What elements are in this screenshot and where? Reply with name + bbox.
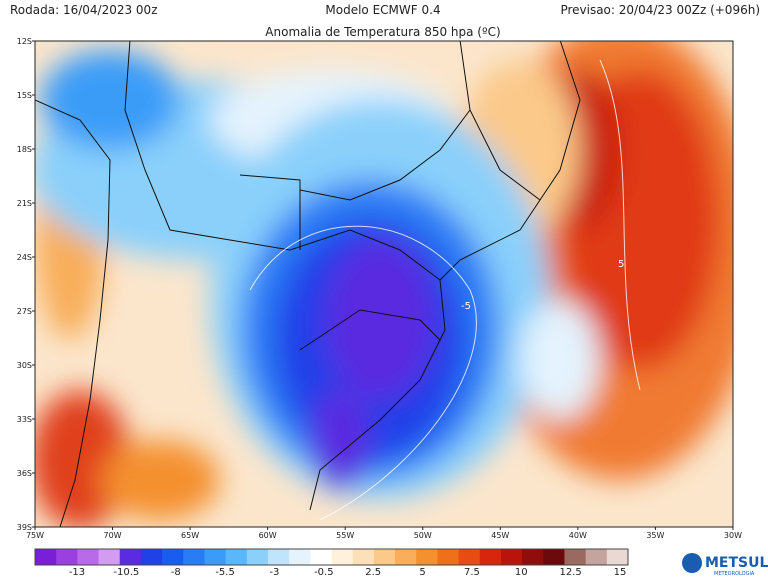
colorbar-swatch	[522, 549, 544, 565]
colorbar-swatch	[119, 549, 142, 565]
colorbar-tick-label: 15	[614, 567, 627, 577]
lat-label: 15S	[17, 91, 32, 100]
colorbar-swatch	[246, 549, 269, 565]
lat-label: 12S	[17, 37, 32, 46]
model-label: Modelo ECMWF 0.4	[325, 3, 440, 17]
colorbar-swatch	[183, 549, 205, 565]
logo-sub: METEOROLOGIA	[714, 571, 755, 577]
contour-label: 5	[618, 259, 624, 270]
lon-label: 40W	[569, 531, 587, 540]
colorbar-swatch	[140, 549, 163, 565]
lat-label: 21S	[17, 199, 32, 208]
lon-label: 30W	[724, 531, 742, 540]
colorbar-swatch	[500, 549, 523, 565]
colorbar-swatch	[458, 549, 481, 565]
colorbar-swatch	[416, 549, 438, 565]
colorbar-swatch	[204, 549, 227, 565]
colorbar-tick-label: -10.5	[113, 567, 139, 577]
colorbar-swatch	[225, 549, 248, 565]
contour-label: -5	[461, 301, 471, 312]
colorbar-tick-label: -5.5	[215, 567, 235, 577]
logo-name: METSUL	[705, 555, 768, 571]
colorbar-tick-label: -8	[171, 567, 181, 577]
colorbar-tick-label: -13	[69, 567, 85, 577]
lon-label: 50W	[414, 531, 432, 540]
colorbar-swatch	[56, 549, 78, 565]
colorbar-swatch	[267, 549, 290, 565]
lon-label: 60W	[259, 531, 277, 540]
borders	[35, 41, 581, 527]
colorbar-swatch	[77, 549, 100, 565]
lat-label: 24S	[17, 253, 32, 262]
colorbar-swatch	[585, 549, 608, 565]
logo: METSUL METEOROLOGIA	[682, 553, 768, 577]
colorbar-swatch	[331, 549, 354, 565]
lon-label: 65W	[181, 531, 199, 540]
map-title: Anomalia de Temperatura 850 hpa (ºC)	[265, 25, 500, 39]
colorbar-swatch	[395, 549, 417, 565]
colorbar-frame	[34, 548, 629, 566]
lat-label: 30S	[17, 361, 32, 370]
colorbar-tick-label: 12.5	[560, 567, 582, 577]
lon-label: 75W	[26, 531, 44, 540]
colorbar-swatch	[606, 549, 629, 565]
lat-label: 18S	[17, 145, 32, 154]
colorbar-swatch	[98, 549, 121, 565]
colorbar-swatch	[437, 549, 460, 565]
map-field	[35, 41, 733, 527]
colorbar-swatch	[479, 549, 502, 565]
lat-label: 39S	[17, 523, 32, 532]
map-frame	[34, 40, 734, 528]
colorbar-tick-label: 2.5	[365, 567, 381, 577]
colorbar-swatch	[289, 549, 311, 565]
colorbar-swatch	[564, 549, 587, 565]
colorbar-swatch	[310, 549, 332, 565]
colorbar-tick-label: 10	[515, 567, 528, 577]
colorbar-swatch	[35, 549, 57, 565]
colorbar-swatch	[352, 549, 375, 565]
run-label: Rodada: 16/04/2023 00z	[10, 3, 158, 17]
lat-label: 36S	[17, 469, 32, 478]
colorbar-tick-label: -0.5	[314, 567, 334, 577]
colorbar-swatch	[162, 549, 184, 565]
colorbar-tick-label: -3	[269, 567, 279, 577]
lon-label: 35W	[646, 531, 664, 540]
lat-label: 27S	[17, 307, 32, 316]
lat-label: 33S	[17, 415, 32, 424]
lon-label: 70W	[104, 531, 122, 540]
colorbar-swatch	[543, 549, 565, 565]
colorbar-tick-label: 5	[419, 567, 425, 577]
lon-label: 45W	[491, 531, 509, 540]
forecast-label: Previsao: 20/04/23 00Zz (+096h)	[560, 3, 760, 17]
lon-label: 55W	[336, 531, 354, 540]
colorbar-swatch	[373, 549, 396, 565]
colorbar-tick-label: 7.5	[464, 567, 480, 577]
